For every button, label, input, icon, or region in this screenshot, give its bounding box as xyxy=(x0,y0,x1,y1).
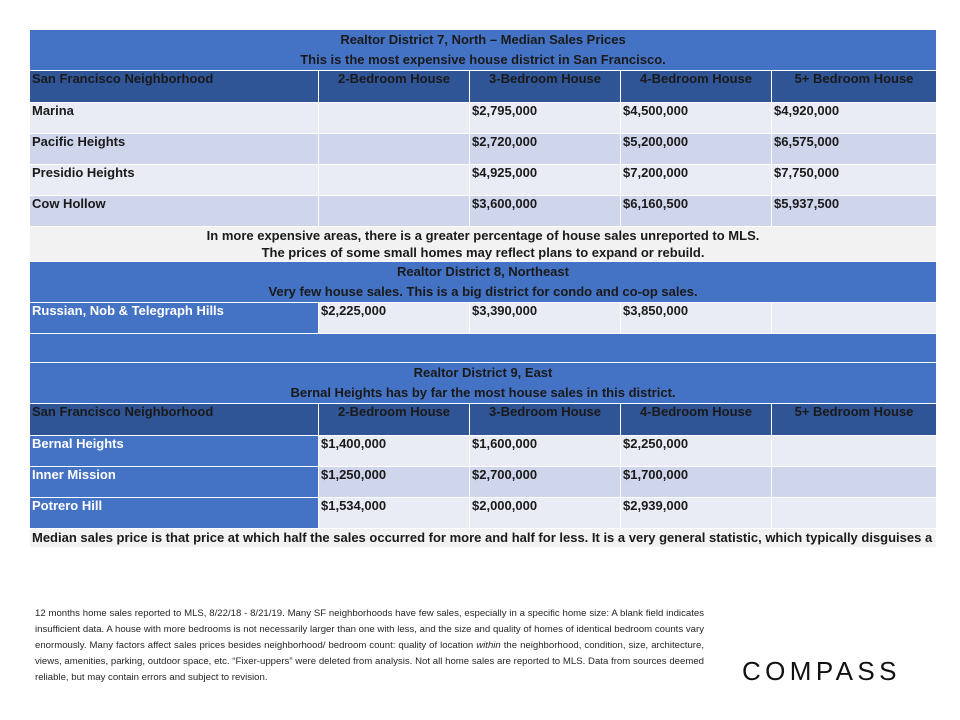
price-3br: $4,925,000 xyxy=(469,164,621,196)
price-4br: $2,939,000 xyxy=(620,497,772,529)
neighborhood-name: Presidio Heights xyxy=(29,164,319,196)
price-4br: $6,160,500 xyxy=(620,195,772,227)
district9-title: Realtor District 9, East Bernal Heights h… xyxy=(28,362,938,404)
neighborhood-name: Marina xyxy=(29,102,319,134)
header-neighborhood: San Francisco Neighborhood xyxy=(29,70,319,103)
district7-header-row: San Francisco Neighborhood 2-Bedroom Hou… xyxy=(29,70,938,103)
header-3br: 3-Bedroom House xyxy=(469,70,621,103)
district7-title-line2: This is the most expensive house distric… xyxy=(300,52,666,67)
neighborhood-name: Pacific Heights xyxy=(29,133,319,165)
price-5br: $7,750,000 xyxy=(770,164,938,196)
table-row: Potrero Hill $1,534,000 $2,000,000 $2,93… xyxy=(29,497,938,529)
neighborhood-name: Bernal Heights xyxy=(29,435,319,467)
header-4br: 4-Bedroom House xyxy=(620,403,772,436)
table-row: Marina $2,795,000 $4,500,000 $4,920,000 xyxy=(29,102,938,134)
disclaimer-emphasis: within xyxy=(476,640,501,651)
price-2br xyxy=(318,102,470,134)
header-5br: 5+ Bedroom House xyxy=(770,70,938,103)
header-neighborhood: San Francisco Neighborhood xyxy=(29,403,319,436)
price-5br xyxy=(770,466,938,498)
header-2br: 2-Bedroom House xyxy=(318,70,470,103)
header-2br: 2-Bedroom House xyxy=(318,403,470,436)
price-2br: $2,225,000 xyxy=(318,302,470,334)
disclaimer-part2: the neighborhood, condition, size, archi… xyxy=(35,640,704,683)
price-4br: $7,200,000 xyxy=(620,164,772,196)
price-2br xyxy=(318,133,470,165)
compass-logo: COMPASS xyxy=(742,656,901,686)
district8-title: Realtor District 8, Northeast Very few ho… xyxy=(28,261,938,303)
price-4br: $5,200,000 xyxy=(620,133,772,165)
price-2br xyxy=(318,164,470,196)
price-5br xyxy=(770,497,938,529)
price-3br: $2,720,000 xyxy=(469,133,621,165)
price-2br: $1,250,000 xyxy=(318,466,470,498)
price-3br: $2,000,000 xyxy=(469,497,621,529)
price-3br: $2,700,000 xyxy=(469,466,621,498)
table-row: Presidio Heights $4,925,000 $7,200,000 $… xyxy=(29,164,938,196)
price-3br: $1,600,000 xyxy=(469,435,621,467)
price-3br: $3,390,000 xyxy=(469,302,621,334)
district9-title-line2: Bernal Heights has by far the most house… xyxy=(290,385,676,400)
price-5br xyxy=(770,302,938,334)
district9-title-line1: Realtor District 9, East xyxy=(413,365,553,380)
price-3br: $2,795,000 xyxy=(469,102,621,134)
table-row: Pacific Heights $2,720,000 $5,200,000 $6… xyxy=(29,133,938,165)
price-4br: $2,250,000 xyxy=(620,435,772,467)
neighborhood-name: Russian, Nob & Telegraph Hills xyxy=(29,302,319,334)
price-2br: $1,534,000 xyxy=(318,497,470,529)
median-price-table: Realtor District 7, North – Median Sales… xyxy=(28,29,938,548)
district9-header-row: San Francisco Neighborhood 2-Bedroom Hou… xyxy=(29,403,938,436)
median-definition-text: Median sales price is that price at whic… xyxy=(28,528,938,548)
price-4br: $1,700,000 xyxy=(620,466,772,498)
neighborhood-name: Potrero Hill xyxy=(29,497,319,529)
district8-title-line2: Very few house sales. This is a big dist… xyxy=(268,284,698,299)
table-row: Cow Hollow $3,600,000 $6,160,500 $5,937,… xyxy=(29,195,938,227)
table-row: Inner Mission $1,250,000 $2,700,000 $1,7… xyxy=(29,466,938,498)
district7-title: Realtor District 7, North – Median Sales… xyxy=(28,29,938,71)
header-3br: 3-Bedroom House xyxy=(469,403,621,436)
district7-title-line1: Realtor District 7, North – Median Sales… xyxy=(340,32,626,47)
price-2br xyxy=(318,195,470,227)
disclaimer-text: 12 months home sales reported to MLS, 8/… xyxy=(35,606,704,686)
header-4br: 4-Bedroom House xyxy=(620,70,772,103)
district8-title-line1: Realtor District 8, Northeast xyxy=(397,264,569,279)
median-definition-note: Median sales price is that price at whic… xyxy=(28,528,938,548)
price-5br: $5,937,500 xyxy=(770,195,938,227)
section-spacer xyxy=(28,333,938,363)
neighborhood-name: Cow Hollow xyxy=(29,195,319,227)
header-5br: 5+ Bedroom House xyxy=(770,403,938,436)
price-4br: $3,850,000 xyxy=(620,302,772,334)
price-5br: $6,575,000 xyxy=(770,133,938,165)
price-4br: $4,500,000 xyxy=(620,102,772,134)
district7-note-line2: The prices of some small homes may refle… xyxy=(261,245,705,260)
price-5br: $4,920,000 xyxy=(770,102,938,134)
disclaimer-part1: 12 months home sales reported to MLS, 8/… xyxy=(35,608,704,651)
price-tables: Realtor District 7, North – Median Sales… xyxy=(28,29,938,548)
price-2br: $1,400,000 xyxy=(318,435,470,467)
table-row: Bernal Heights $1,400,000 $1,600,000 $2,… xyxy=(29,435,938,467)
price-5br xyxy=(770,435,938,467)
table-row: Russian, Nob & Telegraph Hills $2,225,00… xyxy=(29,302,938,334)
neighborhood-name: Inner Mission xyxy=(29,466,319,498)
price-3br: $3,600,000 xyxy=(469,195,621,227)
district7-note: In more expensive areas, there is a grea… xyxy=(28,226,938,262)
district7-note-line1: In more expensive areas, there is a grea… xyxy=(206,228,760,243)
